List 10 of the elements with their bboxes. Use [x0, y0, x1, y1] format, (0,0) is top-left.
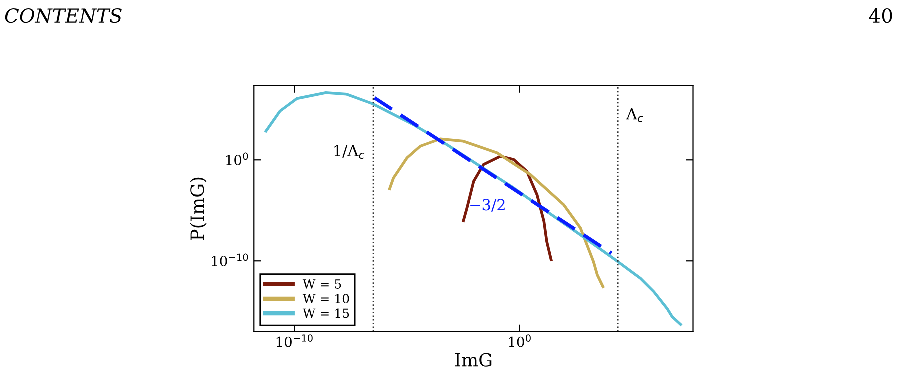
legend-label: W = 15	[302, 308, 350, 318]
ref-line-label: Λ$_{c}$	[626, 108, 644, 122]
annotation: −3/2	[470, 199, 505, 212]
y-axis-title: P(ImG)	[190, 178, 207, 240]
ref-line-label: 1/Λ$_{c}$	[334, 145, 365, 160]
text: 40	[869, 8, 892, 24]
legend-label: W = 10	[302, 294, 350, 304]
legend-label: W = 5	[302, 280, 342, 289]
x-axis-title: ImG	[455, 353, 492, 367]
text: CONTENTS	[5, 8, 122, 24]
